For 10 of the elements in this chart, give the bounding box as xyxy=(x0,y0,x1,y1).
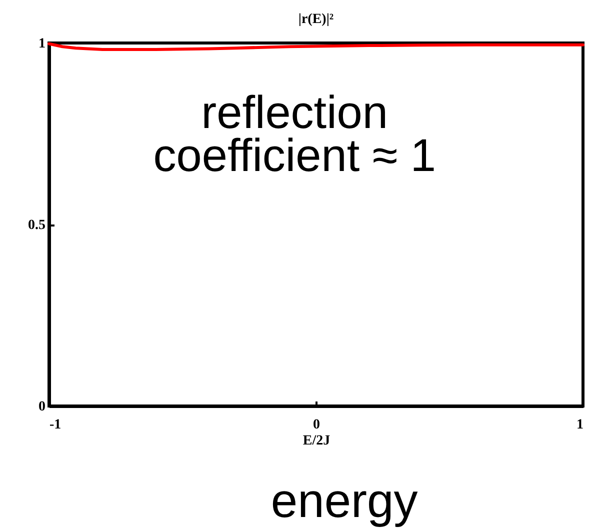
y-tick-label: 1 xyxy=(38,36,46,52)
chart-title: |r(E)|² xyxy=(298,12,334,27)
text: energy xyxy=(270,475,418,528)
x-tick-label: 0 xyxy=(313,418,320,432)
x-axis-title: E/2J xyxy=(302,434,330,448)
annotation: reflection coefficient ≈ 1 xyxy=(153,86,436,182)
y-tick-label: 0.5 xyxy=(28,218,46,233)
x-tick-label: -1 xyxy=(50,418,62,432)
y-tick-label: 0 xyxy=(38,400,46,414)
x-tick-label: 1 xyxy=(576,418,584,432)
